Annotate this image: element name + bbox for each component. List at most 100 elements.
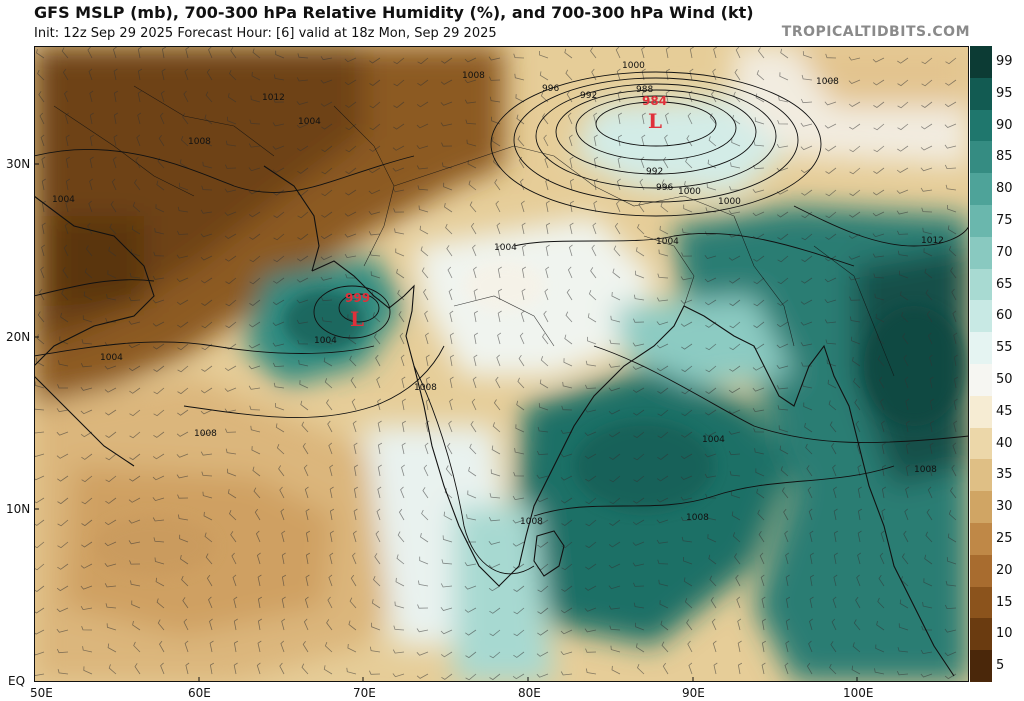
wind-barb	[152, 453, 165, 460]
wind-barb	[281, 552, 286, 565]
wind-barb	[200, 233, 213, 238]
wind-barb	[161, 68, 166, 81]
wind-barb	[152, 299, 165, 304]
wind-barb	[272, 122, 285, 127]
wind-barb	[489, 651, 501, 659]
wind-barb	[183, 90, 189, 103]
wind-barb	[924, 554, 933, 565]
wind-barb	[665, 112, 669, 125]
colorbar-swatch	[970, 332, 992, 365]
wind-barb	[393, 57, 405, 65]
wind-barb	[471, 398, 477, 411]
wind-barb	[158, 134, 165, 147]
wind-barb	[296, 145, 309, 152]
wind-barb	[851, 665, 861, 675]
wind-barb	[641, 112, 646, 125]
wind-barb	[80, 585, 93, 590]
weather-map[interactable]: 1008 1012 1004 1008 1004 1004 1004 1008 …	[34, 46, 969, 682]
wind-barb	[301, 421, 309, 433]
low-pressure-value: 999	[345, 291, 370, 305]
wind-barb	[540, 356, 549, 367]
wind-barb	[611, 291, 621, 301]
wind-barb	[373, 575, 381, 587]
colorbar-label: 20	[996, 562, 1013, 578]
wind-barb	[804, 422, 813, 433]
wind-barb	[104, 387, 117, 393]
wind-barb	[153, 409, 165, 417]
colorbar-swatch	[970, 77, 992, 111]
wind-barb	[518, 156, 525, 169]
wind-barb	[129, 387, 141, 394]
wind-barb	[872, 233, 885, 238]
wind-barb	[296, 123, 309, 129]
wind-barb	[800, 342, 813, 347]
isobar-label: 1012	[921, 236, 944, 246]
wind-barb	[632, 541, 645, 546]
low-marker-arabian-sea[interactable]: 999 L	[345, 291, 370, 331]
wind-barb	[87, 46, 93, 59]
wind-barb	[737, 640, 742, 653]
wind-barb	[444, 488, 453, 499]
wind-barb	[136, 134, 141, 147]
wind-barb	[680, 276, 693, 281]
wind-barb	[133, 641, 141, 653]
wind-barb	[37, 69, 45, 81]
wind-barb	[729, 321, 741, 329]
wind-barb	[952, 310, 957, 323]
wind-barb	[857, 552, 862, 565]
wind-barb	[953, 398, 958, 411]
wind-barb	[105, 453, 117, 461]
wind-barb	[561, 519, 573, 526]
wind-barb	[440, 122, 453, 127]
wind-barb	[400, 354, 405, 367]
wind-barb	[856, 574, 861, 587]
lat-label: 30N	[6, 157, 31, 171]
wind-barb	[368, 210, 381, 215]
wind-barb	[849, 145, 861, 153]
wind-barb	[920, 649, 933, 655]
wind-barb	[464, 607, 477, 613]
wind-barb	[57, 519, 69, 527]
wind-barb	[131, 600, 141, 609]
wind-barb	[519, 178, 525, 191]
wind-barb	[445, 223, 453, 235]
wind-barb	[273, 211, 285, 219]
wind-barb	[585, 497, 597, 505]
wind-barb	[65, 112, 69, 125]
wind-barb	[785, 618, 790, 631]
wind-barb	[729, 343, 741, 351]
wind-barb	[925, 289, 933, 301]
wind-barb	[593, 112, 598, 125]
wind-barb	[872, 211, 885, 217]
wind-barb	[496, 354, 501, 367]
wind-barb	[34, 475, 45, 481]
wind-barb	[825, 233, 837, 240]
wind-barb	[585, 648, 597, 653]
wind-barb	[225, 277, 237, 285]
wind-barb	[708, 554, 717, 565]
wind-barb	[345, 274, 357, 279]
wind-barb	[901, 553, 909, 565]
wind-barb	[565, 311, 573, 323]
wind-barb	[129, 560, 141, 565]
wind-barb	[488, 517, 501, 522]
wind-barb	[470, 420, 477, 433]
wind-barb	[608, 563, 621, 569]
wind-barb	[205, 91, 213, 103]
wind-barb	[80, 386, 93, 391]
wind-barb	[880, 530, 885, 543]
wind-barb	[728, 430, 741, 435]
wind-barb	[785, 640, 790, 653]
low-marker-north[interactable]: 984 L	[642, 94, 667, 133]
wind-barb	[248, 211, 261, 218]
wind-barb	[497, 244, 502, 257]
wind-barb	[857, 486, 862, 499]
wind-barb	[272, 362, 285, 368]
wind-barb	[180, 135, 189, 147]
wind-barb	[320, 79, 333, 84]
wind-barb	[80, 605, 93, 611]
wind-barb	[447, 266, 453, 279]
wind-barb	[709, 113, 717, 125]
wind-barb	[613, 245, 621, 257]
colorbar-swatch	[970, 491, 992, 524]
